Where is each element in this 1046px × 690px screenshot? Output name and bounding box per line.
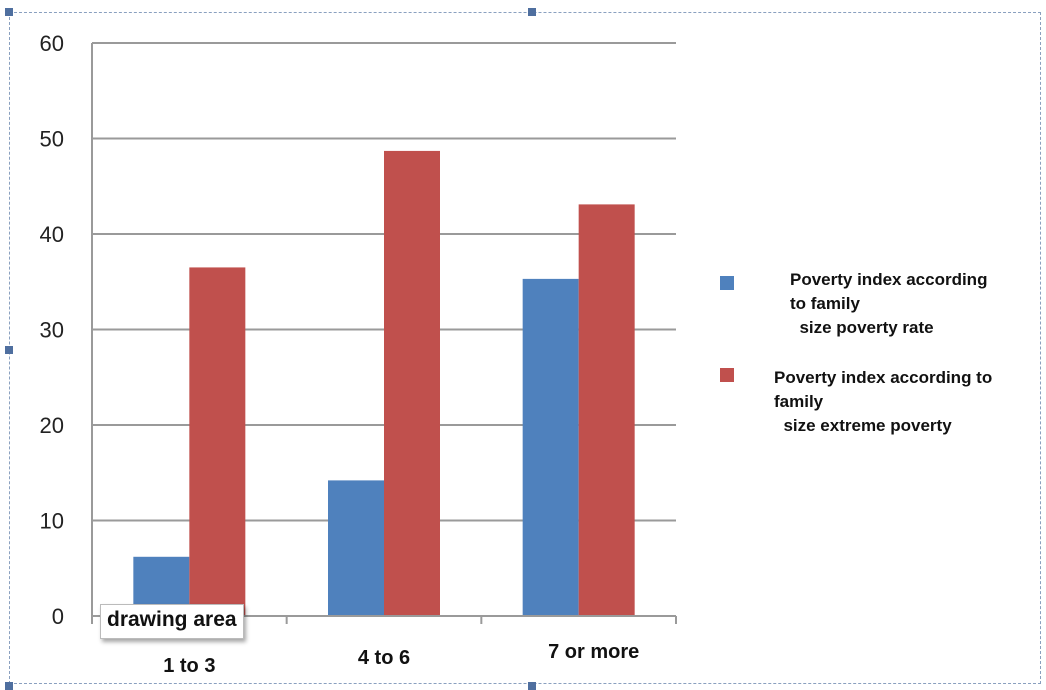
legend-label: Poverty index according to family size e… [774,368,993,435]
legend-item-extreme-poverty[interactable]: Poverty index according to family size e… [720,366,1020,438]
y-tick-label: 20 [40,413,64,438]
resize-handle-bottom-left[interactable] [5,682,13,690]
y-tick-label: 50 [40,127,64,152]
bar-extreme-poverty-2[interactable] [384,150,440,617]
bars [133,150,635,617]
y-tick-label: 0 [52,604,64,629]
resize-handle-top-center[interactable] [528,8,536,16]
y-tick-label: 10 [40,509,64,534]
legend-swatch-blue [720,276,734,290]
legend-item-poverty-rate[interactable]: Poverty index according to family size p… [720,268,1020,340]
y-tick-labels: 0 10 20 30 40 50 60 [40,31,64,629]
legend[interactable]: Poverty index according to family size p… [720,268,1020,464]
resize-handle-top-left[interactable] [5,8,13,16]
resize-handle-left-center[interactable] [5,346,13,354]
x-category-label: 7 or more [548,641,639,663]
y-tick-label: 40 [40,222,64,247]
y-tick-label: 60 [40,31,64,56]
y-tick-label: 30 [40,318,64,343]
legend-swatch-red [720,368,734,382]
x-category-label: 1 to 3 [163,655,215,677]
bar-poverty-rate-3[interactable] [522,278,579,616]
x-category-label: 4 to 6 [358,647,410,669]
bar-poverty-rate-2[interactable] [328,480,384,616]
bar-extreme-poverty-3[interactable] [578,204,635,616]
resize-handle-bottom-center[interactable] [528,682,536,690]
legend-label: Poverty index according to family size p… [790,270,988,337]
drawing-area-tooltip: drawing area [100,604,244,639]
x-category-labels: 1 to 3 4 to 6 7 or more [163,641,639,677]
bar-extreme-poverty-1[interactable] [189,267,246,616]
